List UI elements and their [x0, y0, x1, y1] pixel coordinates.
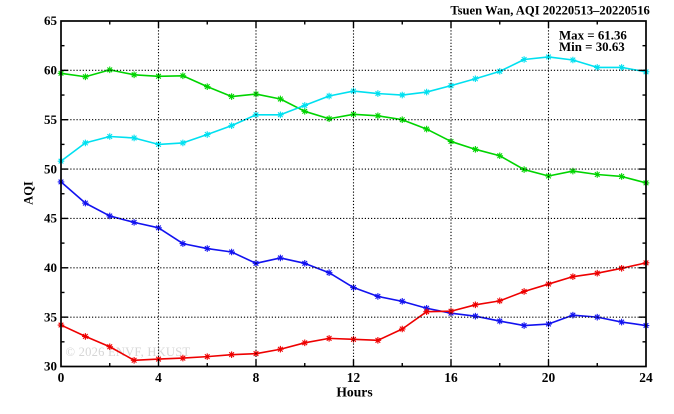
svg-text:50: 50	[44, 161, 57, 176]
svg-text:Max = 61.36: Max = 61.36	[559, 29, 627, 43]
svg-text:16: 16	[444, 370, 458, 385]
svg-text:40: 40	[44, 260, 57, 275]
svg-text:65: 65	[44, 13, 58, 28]
svg-text:55: 55	[44, 112, 58, 127]
svg-text:35: 35	[44, 309, 58, 324]
svg-text:Tsuen Wan, AQI 20220513–202205: Tsuen Wan, AQI 20220513–20220516	[450, 3, 649, 17]
svg-text:© 2026 ENVF, HKUST: © 2026 ENVF, HKUST	[66, 345, 191, 359]
svg-text:Min = 30.63: Min = 30.63	[559, 40, 625, 54]
svg-text:20: 20	[542, 370, 556, 385]
svg-text:60: 60	[44, 63, 57, 78]
svg-text:30: 30	[44, 359, 57, 374]
svg-text:24: 24	[639, 370, 653, 385]
svg-text:4: 4	[155, 370, 162, 385]
svg-text:8: 8	[253, 370, 260, 385]
svg-text:Hours: Hours	[336, 385, 372, 400]
svg-text:45: 45	[44, 211, 58, 226]
svg-text:0: 0	[58, 370, 65, 385]
svg-text:AQI: AQI	[22, 181, 36, 205]
svg-text:12: 12	[347, 370, 361, 385]
